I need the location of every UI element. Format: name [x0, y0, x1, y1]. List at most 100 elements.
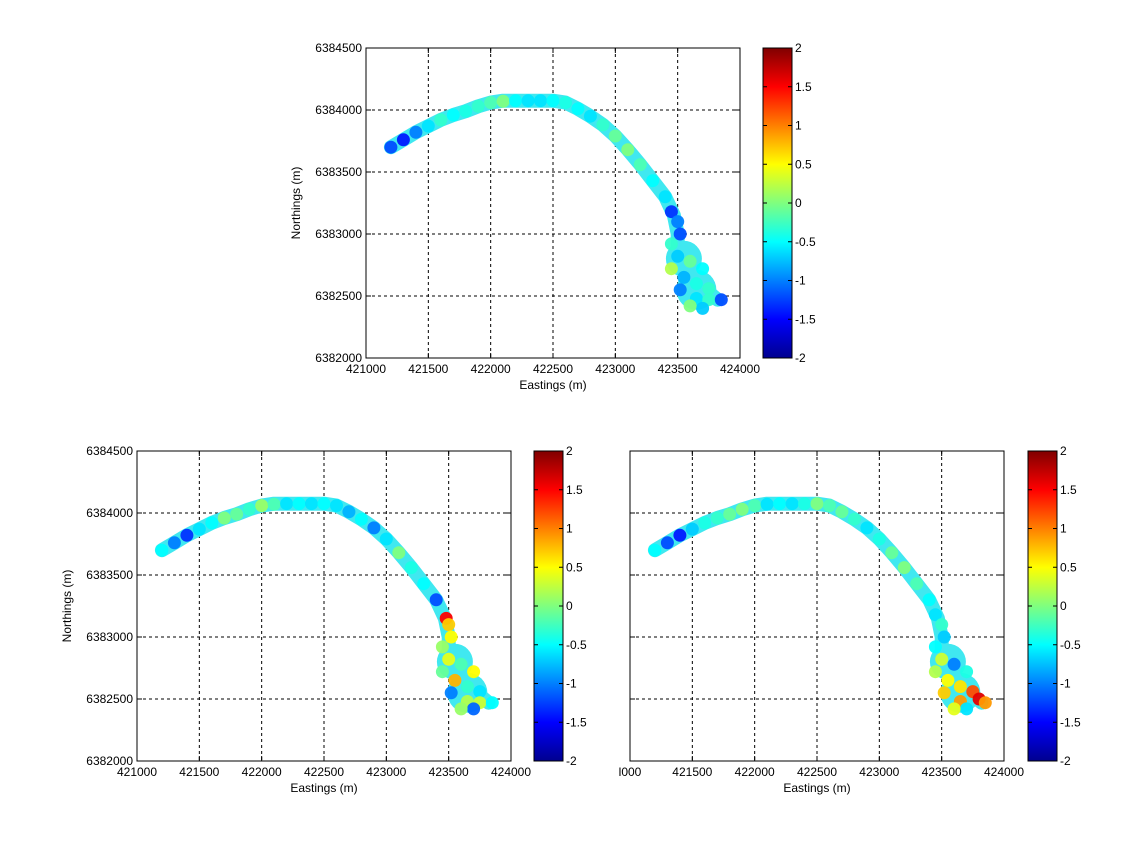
x-tick-label: 424000 — [491, 765, 531, 779]
colorbar-tick-label: -1 — [1060, 677, 1071, 691]
y-tick-label: 6382000 — [86, 754, 133, 768]
colorbar-tick-label: 0.5 — [566, 560, 583, 574]
data-point — [392, 546, 406, 560]
data-point — [885, 546, 899, 560]
data-point — [317, 497, 331, 511]
data-point — [671, 249, 685, 263]
data-point — [698, 516, 712, 530]
data-point — [404, 561, 418, 575]
colorbar: -2 -1.5 -1 -0.5 0 0.5 1 1.5 2 — [1027, 444, 1081, 768]
data-point — [696, 262, 710, 276]
data-point — [496, 94, 510, 108]
data-point — [167, 536, 181, 550]
data-point — [473, 685, 487, 699]
data-point — [571, 102, 585, 116]
data-point — [342, 505, 356, 519]
y-axis-label: Northings (m) — [60, 570, 74, 643]
data-point — [941, 673, 955, 687]
y-tick-label: 6384000 — [86, 506, 133, 520]
data-point — [509, 94, 523, 108]
data-point — [798, 497, 811, 511]
data-point — [396, 133, 410, 147]
colorbar-gradient — [533, 450, 564, 762]
x-tick-label: 422500 — [304, 765, 344, 779]
data-point — [673, 283, 687, 297]
data-point — [683, 299, 697, 313]
data-point — [467, 702, 481, 716]
data-point — [810, 497, 824, 511]
data-point — [621, 143, 635, 157]
y-tick-label: 6383000 — [86, 630, 133, 644]
x-tick-label: 422000 — [242, 765, 282, 779]
data-point — [429, 593, 443, 607]
data-point — [421, 119, 435, 133]
colorbar-tick-label: 0 — [795, 196, 802, 210]
data-point — [559, 96, 572, 110]
data-point — [417, 577, 431, 591]
colorbar-tick-label: 1 — [795, 119, 802, 133]
x-tick-label: 423000 — [859, 765, 899, 779]
data-point — [217, 511, 231, 525]
data-point — [448, 673, 462, 687]
data-point — [683, 254, 697, 268]
data-point — [937, 630, 951, 644]
data-point — [910, 577, 924, 591]
data-point — [710, 511, 724, 525]
colorbar-tick-label: 0.5 — [795, 157, 812, 171]
data-point — [596, 118, 610, 132]
data-point — [192, 522, 206, 536]
x-tick-label: 423500 — [658, 362, 698, 376]
x-tick-label: 422000 — [735, 765, 775, 779]
colorbar-tick-label: 1 — [1060, 522, 1067, 536]
data-point — [872, 532, 886, 546]
data-point — [485, 696, 499, 710]
x-axis-label: Eastings (m) — [519, 378, 586, 392]
data-point — [444, 630, 458, 644]
data-point — [860, 521, 874, 535]
data-point — [689, 277, 703, 291]
x-tick-label: 423500 — [922, 765, 962, 779]
data-point — [633, 158, 647, 172]
x-tick-label: 422500 — [533, 362, 573, 376]
data-point — [205, 516, 219, 530]
data-point — [785, 497, 799, 511]
colorbar-gradient — [1027, 450, 1058, 762]
data-point — [367, 521, 381, 535]
data-point — [471, 99, 485, 113]
colorbar-tick-label: 2 — [795, 41, 802, 55]
data-point — [534, 94, 547, 108]
data-point — [442, 618, 456, 632]
data-point — [608, 129, 622, 143]
x-axis-label: Eastings (m) — [783, 781, 850, 795]
data-point — [467, 665, 481, 679]
x-tick-label: 424000 — [720, 362, 760, 376]
data-point — [330, 499, 343, 513]
data-point — [696, 301, 710, 315]
chart-panel-bottom-left: 421000 421500 422000 422500 423000 423500 4240… — [60, 444, 587, 795]
x-tick-label: 421000 — [346, 362, 386, 376]
data-point — [460, 680, 474, 694]
data-point — [937, 686, 951, 700]
y-tick-label: 6384500 — [315, 41, 362, 55]
colorbar-gradient — [762, 47, 793, 359]
data-point — [677, 270, 691, 284]
data-point — [521, 94, 535, 108]
x-tick-label: 421500 — [408, 362, 448, 376]
colorbar-tick-label: 1.5 — [1060, 483, 1077, 497]
data-point — [960, 665, 974, 679]
x-tick-label: 421000 — [117, 765, 157, 779]
data-point — [409, 125, 423, 139]
data-point — [978, 696, 992, 710]
colorbar-tick-label: -0.5 — [1060, 638, 1081, 652]
colorbar-tick-label: -2 — [1060, 754, 1071, 768]
data-point — [305, 497, 318, 511]
data-point — [835, 505, 849, 519]
colorbar-tick-label: 2 — [566, 444, 573, 458]
colorbar: -2 -1.5 -1 -0.5 0 0.5 1 1.5 2 — [533, 444, 587, 768]
data-point — [673, 227, 687, 241]
data-point — [648, 543, 662, 557]
colorbar-tick-label: 0.5 — [1060, 560, 1077, 574]
data-point — [922, 593, 936, 607]
x-tick-label: 423000 — [595, 362, 635, 376]
data-point — [928, 608, 942, 622]
